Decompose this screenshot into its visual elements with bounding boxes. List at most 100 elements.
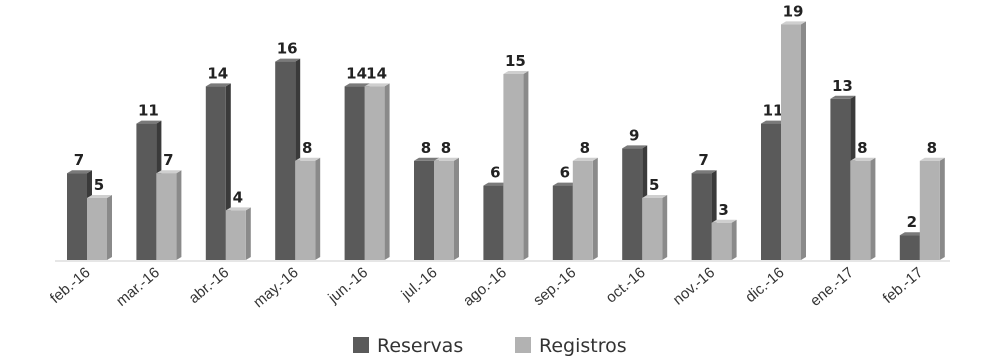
data-label-registros-6: 15 (505, 52, 526, 70)
bar-top-reservas-1 (136, 120, 162, 124)
bar-side-registros-5 (454, 157, 459, 260)
bar-registros-9 (711, 222, 732, 260)
bar-reservas-3 (275, 61, 296, 260)
bar-top-registros-6 (503, 71, 529, 74)
bar-top-registros-0 (87, 195, 112, 198)
data-label-reservas-1: 11 (138, 102, 159, 120)
bar-side-registros-11 (870, 157, 876, 260)
bar-side-registros-0 (107, 195, 112, 260)
bar-registros-7 (572, 160, 593, 260)
x-tick-label-9: nov.-16 (670, 264, 718, 308)
bar-top-registros-7 (572, 157, 598, 161)
data-label-reservas-3: 16 (277, 40, 298, 58)
bar-registros-11 (850, 160, 871, 260)
data-label-reservas-2: 14 (207, 64, 228, 82)
x-tick-label-8: oct.-16 (603, 264, 649, 307)
data-label-reservas-10: 11 (763, 102, 784, 120)
bar-registros-1 (156, 173, 177, 260)
data-label-reservas-7: 6 (560, 164, 570, 182)
x-axis-ticks: feb.-16 mar.-16 abr.-16 may.-16 jun.-16 jul.-… (47, 264, 927, 311)
bar-reservas-12 (899, 235, 920, 260)
bar-top-reservas-4 (344, 83, 370, 87)
bar-side-registros-3 (315, 157, 321, 260)
data-label-reservas-0: 7 (74, 151, 84, 169)
bar-registros-5 (434, 160, 454, 260)
data-label-reservas-8: 9 (629, 126, 639, 144)
x-tick-label-1: mar.-16 (113, 264, 163, 310)
bar-top-registros-10 (781, 21, 806, 25)
bar-reservas-5 (414, 160, 434, 260)
x-tick-label-10: dic.-16 (742, 264, 787, 306)
bar-side-registros-12 (939, 157, 945, 260)
data-label-reservas-9: 7 (698, 151, 708, 169)
bar-reservas-9 (691, 173, 712, 260)
bar-top-registros-3 (295, 157, 321, 161)
data-label-registros-4: 14 (366, 64, 387, 82)
legend-label-registros: Registros (539, 335, 627, 357)
bar-registros-8 (642, 198, 663, 260)
bar-registros-2 (225, 210, 246, 260)
data-label-reservas-4: 14 (346, 64, 367, 82)
bar-top-reservas-8 (622, 145, 648, 149)
data-label-registros-9: 3 (718, 201, 728, 219)
bar-top-registros-8 (642, 195, 668, 198)
x-tick-label-5: jul.-16 (398, 264, 441, 304)
x-tick-label-6: ago.-16 (460, 264, 510, 310)
bar-registros-3 (295, 160, 316, 260)
bar-reservas-6 (483, 185, 504, 260)
data-label-registros-8: 5 (649, 176, 659, 194)
bar-top-registros-12 (919, 157, 945, 161)
bar-reservas-1 (136, 123, 157, 260)
data-label-reservas-12: 2 (907, 213, 917, 231)
data-label-registros-0: 5 (94, 176, 104, 194)
x-tick-label-4: jun.-16 (324, 264, 371, 307)
bar-top-reservas-7 (552, 182, 578, 186)
bar-registros-12 (919, 160, 940, 260)
bar-top-reservas-10 (761, 120, 786, 124)
x-tick-label-0: feb.-16 (47, 264, 94, 307)
bar-side-registros-7 (592, 157, 598, 260)
data-label-registros-3: 8 (302, 139, 312, 157)
bar-reservas-4 (344, 86, 365, 261)
bar-side-registros-2 (245, 207, 251, 260)
legend: Reservas Registros (353, 335, 627, 357)
data-label-registros-2: 4 (233, 188, 243, 206)
data-label-registros-11: 8 (857, 139, 867, 157)
legend-swatch-reservas (353, 337, 369, 353)
bar-top-reservas-2 (205, 83, 231, 87)
bar-top-reservas-3 (275, 58, 301, 62)
data-label-reservas-5: 8 (421, 139, 431, 157)
bar-reservas-7 (552, 185, 573, 260)
bar-reservas-0 (67, 173, 87, 260)
bar-top-reservas-5 (414, 157, 439, 161)
bar-top-reservas-12 (899, 232, 925, 236)
bar-reservas-8 (622, 148, 643, 260)
bar-side-registros-8 (662, 195, 668, 260)
x-tick-label-12: feb.-17 (880, 264, 927, 307)
bar-top-reservas-0 (67, 170, 92, 174)
x-tick-label-3: may.-16 (250, 264, 302, 311)
bar-top-registros-2 (225, 207, 251, 211)
bar-reservas-11 (830, 98, 851, 260)
bar-side-registros-1 (176, 170, 182, 260)
data-label-registros-7: 8 (580, 139, 590, 157)
bar-top-registros-11 (850, 157, 876, 161)
bar-registros-6 (503, 74, 524, 260)
bar-top-reservas-9 (691, 170, 717, 174)
bar-registros-0 (87, 198, 107, 260)
bar-side-registros-4 (384, 83, 390, 261)
bar-reservas-2 (205, 86, 226, 261)
bar-top-registros-5 (434, 157, 459, 161)
bar-top-reservas-6 (483, 182, 509, 186)
data-label-registros-5: 8 (441, 139, 451, 157)
legend-label-reservas: Reservas (377, 335, 463, 357)
bar-top-registros-4 (364, 83, 390, 87)
bar-side-registros-10 (801, 21, 806, 261)
data-label-registros-12: 8 (927, 139, 937, 157)
x-tick-label-11: ene.-17 (807, 264, 857, 310)
bar-registros-4 (364, 86, 385, 261)
bar-registros-10 (781, 24, 801, 261)
data-label-registros-10: 19 (783, 2, 804, 20)
bar-reservas-10 (761, 123, 781, 260)
